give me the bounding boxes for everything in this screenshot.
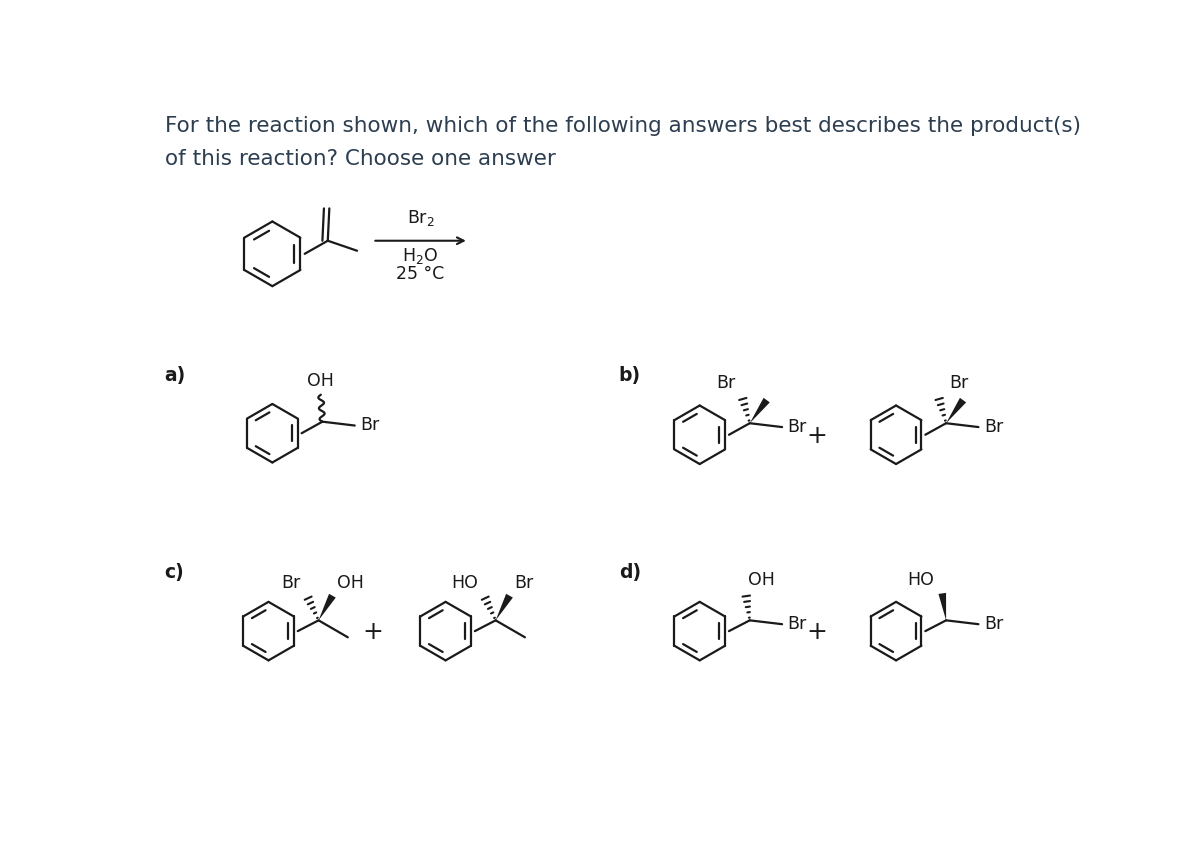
Text: Br: Br bbox=[514, 573, 533, 591]
Text: HO: HO bbox=[907, 570, 935, 589]
Text: c): c) bbox=[164, 562, 185, 581]
Text: Br: Br bbox=[984, 614, 1003, 632]
Text: b): b) bbox=[619, 366, 641, 385]
Text: Br: Br bbox=[716, 373, 736, 391]
Text: +: + bbox=[806, 619, 827, 643]
Text: +: + bbox=[362, 619, 383, 643]
Text: OH: OH bbox=[749, 570, 775, 589]
Text: of this reaction? Choose one answer: of this reaction? Choose one answer bbox=[164, 149, 556, 170]
Text: Br: Br bbox=[787, 614, 806, 632]
Text: 25 °C: 25 °C bbox=[396, 264, 445, 283]
Text: d): d) bbox=[619, 562, 641, 581]
Text: HO: HO bbox=[451, 573, 478, 591]
Text: a): a) bbox=[164, 366, 186, 385]
Polygon shape bbox=[938, 593, 946, 620]
Text: Br: Br bbox=[949, 373, 968, 391]
Text: +: + bbox=[806, 423, 827, 447]
Text: Br: Br bbox=[360, 416, 379, 434]
Polygon shape bbox=[496, 594, 512, 620]
Polygon shape bbox=[750, 399, 769, 423]
Text: OH: OH bbox=[337, 573, 364, 591]
Text: Br: Br bbox=[984, 417, 1003, 435]
Text: For the reaction shown, which of the following answers best describes the produc: For the reaction shown, which of the fol… bbox=[164, 116, 1080, 136]
Text: OH: OH bbox=[307, 372, 335, 390]
Text: Br: Br bbox=[787, 417, 806, 435]
Polygon shape bbox=[318, 594, 336, 620]
Text: H$_2$O: H$_2$O bbox=[402, 245, 439, 265]
Polygon shape bbox=[946, 399, 966, 423]
Text: Br$_2$: Br$_2$ bbox=[407, 208, 434, 227]
Text: Br: Br bbox=[282, 573, 301, 591]
